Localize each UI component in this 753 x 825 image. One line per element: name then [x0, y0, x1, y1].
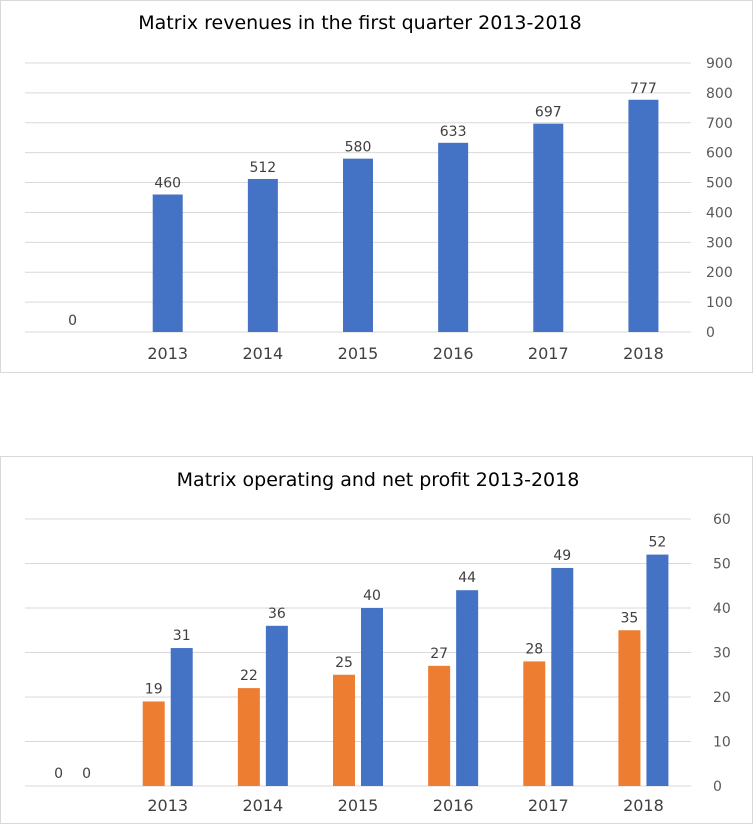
data-label: 0 — [54, 766, 63, 782]
data-label: 0 — [82, 766, 91, 782]
bar — [247, 178, 278, 332]
profit-chart: Matrix operating and net profit 2013-201… — [25, 469, 731, 815]
y-tick-label: 60 — [713, 512, 731, 528]
data-label: 52 — [649, 535, 667, 551]
bar — [265, 625, 288, 786]
data-label: 40 — [363, 588, 381, 604]
profit-chart-panel: Matrix operating and net profit 2013-201… — [0, 456, 753, 824]
data-label: 777 — [630, 81, 657, 97]
y-tick-label: 900 — [706, 56, 733, 72]
y-tick-label: 0 — [713, 779, 722, 795]
x-tick-label: 2015 — [338, 796, 379, 815]
revenue-chart-panel: Matrix revenues in the first quarter 201… — [0, 0, 753, 373]
x-tick-label: 2018 — [623, 796, 664, 815]
x-tick-label: 2018 — [623, 344, 664, 363]
x-tick-label: 2017 — [528, 344, 569, 363]
y-tick-label: 30 — [713, 646, 731, 662]
revenue-chart: Matrix revenues in the first quarter 201… — [25, 12, 733, 363]
x-tick-label: 2014 — [242, 796, 283, 815]
data-label: 28 — [525, 641, 543, 657]
y-tick-label: 800 — [706, 86, 733, 102]
y-tick-label: 200 — [706, 265, 733, 281]
data-label: 0 — [68, 313, 77, 329]
x-tick-label: 2015 — [338, 344, 379, 363]
y-tick-label: 10 — [713, 735, 731, 751]
x-tick-label: 2013 — [147, 344, 188, 363]
data-label: 27 — [430, 646, 448, 662]
bar — [533, 123, 564, 333]
data-label: 580 — [345, 140, 372, 156]
bar — [618, 630, 641, 786]
data-label: 697 — [535, 105, 562, 121]
y-tick-label: 100 — [706, 295, 733, 311]
x-tick-label: 2014 — [242, 344, 283, 363]
data-label: 35 — [621, 610, 639, 626]
y-tick-label: 50 — [713, 557, 731, 573]
data-label: 460 — [154, 176, 181, 192]
bar — [152, 194, 183, 332]
x-tick-label: 2016 — [433, 344, 474, 363]
data-label: 49 — [553, 548, 571, 564]
y-tick-label: 600 — [706, 146, 733, 162]
bar — [170, 648, 193, 786]
chart-title: Matrix operating and net profit 2013-201… — [177, 469, 580, 491]
bar — [628, 99, 659, 332]
bar — [646, 554, 669, 786]
y-tick-label: 400 — [706, 205, 733, 221]
bar — [438, 142, 469, 332]
bar — [343, 158, 373, 332]
data-label: 19 — [145, 681, 163, 697]
data-label: 22 — [240, 668, 258, 684]
y-tick-label: 40 — [713, 601, 731, 617]
data-label: 44 — [458, 570, 476, 586]
data-label: 36 — [268, 606, 286, 622]
bar — [142, 701, 165, 786]
data-label: 25 — [335, 655, 353, 671]
bar — [361, 608, 383, 786]
y-tick-label: 300 — [706, 235, 733, 251]
y-tick-label: 20 — [713, 690, 731, 706]
bar — [523, 661, 546, 786]
x-tick-label: 2017 — [528, 796, 569, 815]
chart-title: Matrix revenues in the first quarter 201… — [138, 12, 581, 34]
x-tick-label: 2013 — [147, 796, 188, 815]
data-label: 31 — [173, 628, 191, 644]
bar — [428, 665, 451, 786]
y-tick-label: 0 — [706, 325, 715, 341]
bar — [551, 567, 574, 786]
data-label: 512 — [249, 160, 276, 176]
bar — [456, 590, 479, 786]
data-label: 633 — [440, 124, 467, 140]
y-tick-label: 700 — [706, 116, 733, 132]
bar — [333, 674, 355, 786]
bar — [237, 688, 260, 786]
y-tick-label: 500 — [706, 176, 733, 192]
x-tick-label: 2016 — [433, 796, 474, 815]
